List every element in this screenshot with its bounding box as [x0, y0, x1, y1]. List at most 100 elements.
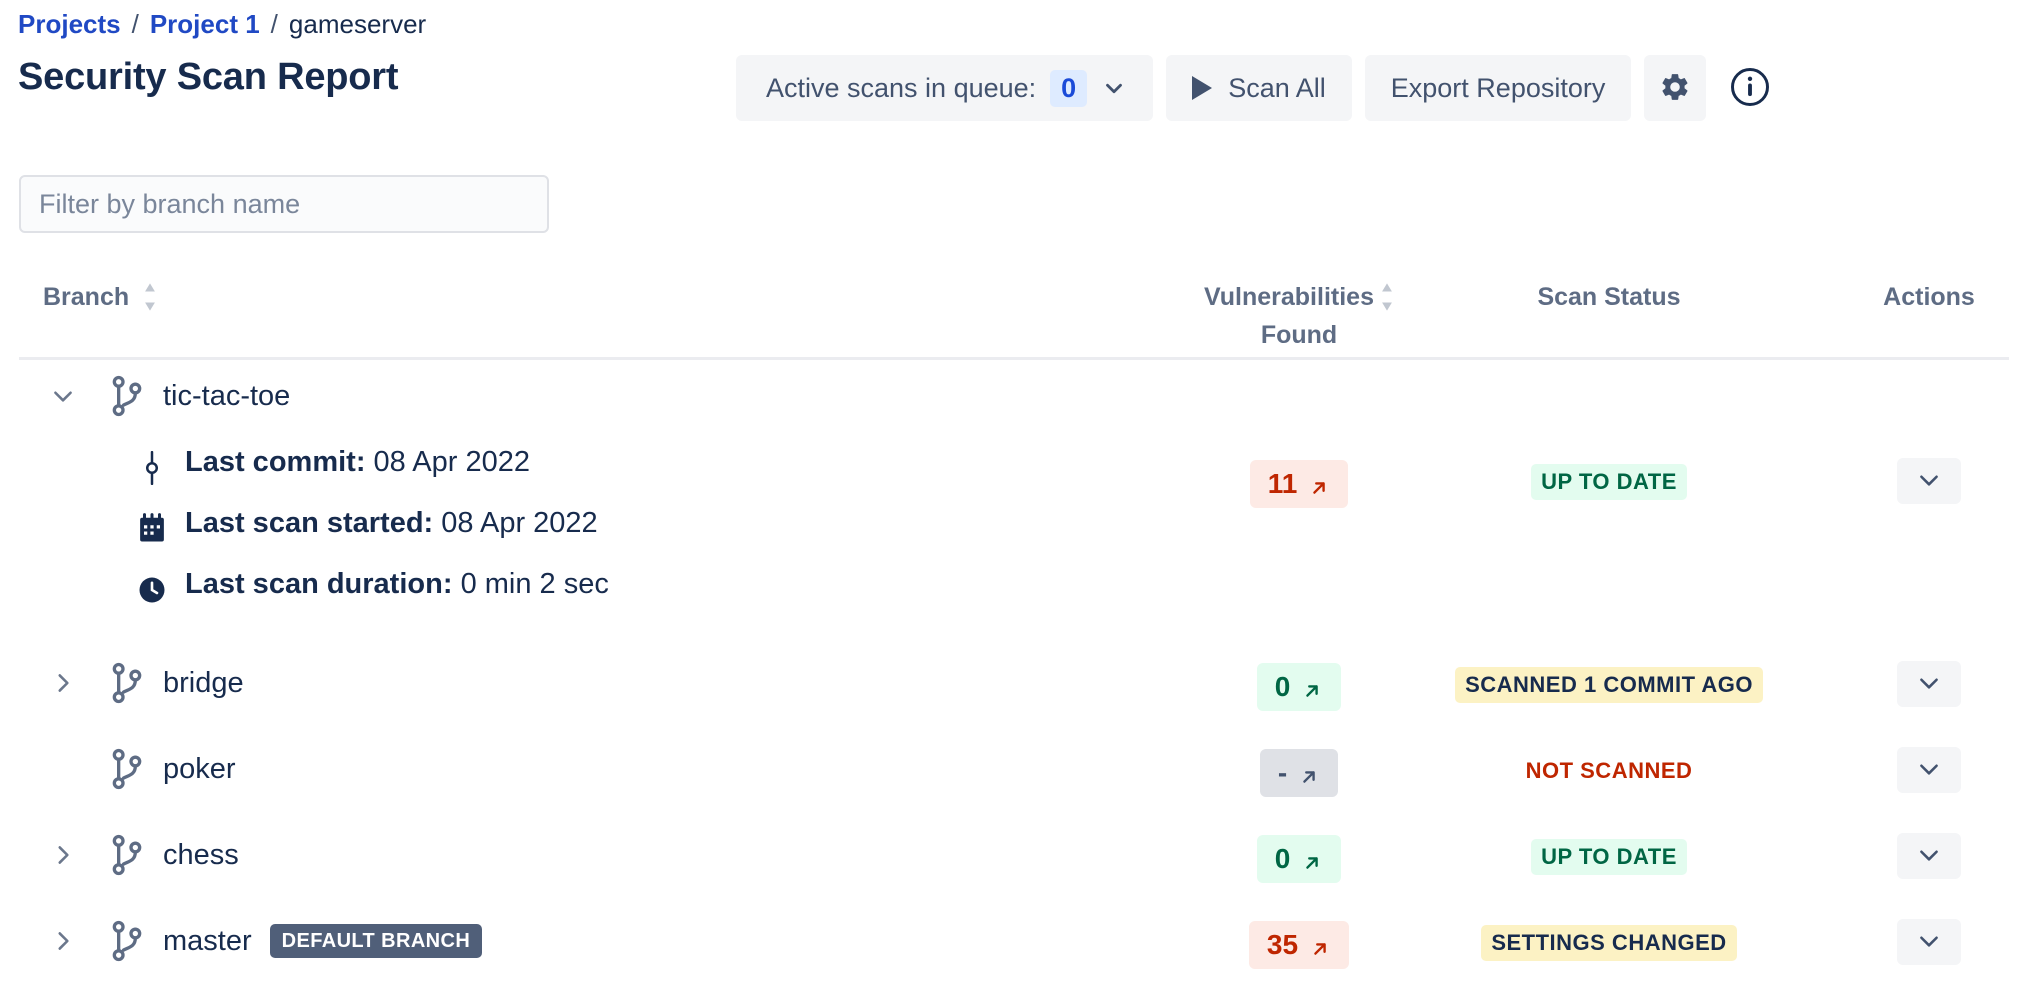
branch-name[interactable]: bridge: [163, 667, 244, 699]
info-button[interactable]: [1719, 55, 1781, 121]
scan-status-cell: SCANNED 1 COMMIT AGO: [1455, 667, 1763, 703]
branch-detail-label: Last commit:: [185, 446, 366, 478]
vulnerabilities-badge[interactable]: 11: [1249, 460, 1349, 508]
row-content: tic-tac-toe Last commit: 08 Apr 2022 Las…: [19, 360, 2009, 615]
active-scans-queue-button[interactable]: Active scans in queue: 0: [736, 55, 1154, 121]
chevron-down-icon: [1916, 670, 1942, 699]
arrow-up-right-icon: [1309, 934, 1331, 956]
branch-detail-line: Last scan duration: 0 min 2 sec: [137, 554, 2009, 615]
filter-branch-input[interactable]: [19, 175, 549, 233]
clock-icon: [137, 568, 167, 602]
table-row: master DEFAULT BRANCH 35 SETTINGS CHANGED: [19, 905, 2009, 991]
breadcrumb-separator: /: [131, 9, 139, 39]
table-row: chess 0 UP TO DATE: [19, 819, 2009, 905]
vulnerabilities-badge[interactable]: 35: [1248, 921, 1350, 969]
branch-name[interactable]: poker: [163, 753, 236, 785]
vulnerabilities-count: 0: [1274, 843, 1291, 874]
branch-detail-label: Last scan duration:: [185, 568, 453, 600]
branch-cell: poker: [19, 747, 236, 791]
gear-icon: [1659, 71, 1691, 106]
toolbar: Active scans in queue: 0 Scan All Export…: [736, 55, 1781, 121]
chevron-down-icon: [1916, 467, 1942, 496]
chevron-down-icon: [1916, 842, 1942, 871]
arrow-up-right-icon: [1298, 762, 1320, 784]
arrow-up-right-icon: [1301, 848, 1323, 870]
status-badge: SETTINGS CHANGED: [1481, 925, 1737, 961]
branch-cell: tic-tac-toe: [19, 374, 290, 418]
actions-cell: [1849, 919, 2009, 965]
branch-detail-line: Last scan started: 08 Apr 2022: [137, 493, 2009, 554]
actions-cell: [1849, 833, 2009, 879]
branch-detail-line: Last commit: 08 Apr 2022: [137, 432, 2009, 493]
branch-name[interactable]: chess: [163, 839, 239, 871]
scan-all-button[interactable]: Scan All: [1166, 55, 1352, 121]
actions-cell: [1849, 458, 2009, 504]
chevron-down-icon: [1916, 928, 1942, 957]
vulnerabilities-cell: 11: [1199, 460, 1399, 508]
export-repository-button[interactable]: Export Repository: [1364, 55, 1632, 121]
actions-cell: [1849, 661, 2009, 707]
branch-detail-text: Last scan duration: 0 min 2 sec: [185, 554, 609, 615]
row-actions-menu-button[interactable]: [1897, 661, 1961, 707]
breadcrumb-separator: /: [270, 9, 278, 39]
active-scans-label: Active scans in queue:: [766, 72, 1037, 103]
column-header-vulnerabilities-label2: Found: [1260, 321, 1338, 349]
scan-status-cell: NOT SCANNED: [1459, 753, 1759, 789]
column-header-vulnerabilities-label: Vulnerabilities: [1204, 283, 1374, 311]
breadcrumb-item-project-1[interactable]: Project 1: [149, 9, 260, 39]
branch-details: Last commit: 08 Apr 2022 Last scan start…: [137, 374, 2009, 615]
table-row: poker - NOT SCANNED: [19, 733, 2009, 819]
branch-name[interactable]: tic-tac-toe: [163, 380, 291, 412]
scan-all-label: Scan All: [1228, 72, 1326, 103]
breadcrumb-item-projects[interactable]: Projects: [18, 9, 121, 39]
column-header-branch-label: Branch: [43, 283, 130, 311]
play-icon: [1192, 76, 1213, 100]
column-header-branch[interactable]: Branch: [43, 278, 157, 316]
branch-name[interactable]: master: [163, 925, 252, 957]
table-body: tic-tac-toe Last commit: 08 Apr 2022 Las…: [0, 360, 2028, 991]
table-row: tic-tac-toe Last commit: 08 Apr 2022 Las…: [19, 360, 2009, 647]
row-actions-menu-button[interactable]: [1897, 919, 1961, 965]
git-branch-icon: [107, 661, 147, 705]
expand-row-toggle[interactable]: [41, 833, 85, 877]
info-circle-icon: [1729, 66, 1771, 111]
commit-icon: [137, 446, 167, 485]
vulnerabilities-badge[interactable]: 0: [1256, 663, 1342, 711]
branch-detail-value: 0 min 2 sec: [460, 568, 609, 600]
vulnerabilities-badge[interactable]: 0: [1256, 835, 1342, 883]
branch-cell: chess: [19, 833, 239, 877]
branch-detail-value: 08 Apr 2022: [441, 507, 598, 539]
breadcrumb-item-gameserver: gameserver: [288, 9, 427, 39]
arrow-up-right-icon: [1308, 473, 1330, 495]
sort-arrows-icon: [143, 282, 157, 312]
vulnerabilities-count: 35: [1266, 929, 1299, 960]
git-branch-icon: [107, 374, 147, 418]
row-actions-menu-button[interactable]: [1897, 833, 1961, 879]
vulnerabilities-cell: -: [1199, 749, 1399, 797]
sort-arrows-icon: [1380, 282, 1394, 312]
scan-status-cell: UP TO DATE: [1459, 464, 1759, 500]
status-badge: NOT SCANNED: [1525, 758, 1693, 783]
column-header-actions: Actions: [1849, 278, 2009, 316]
git-branch-icon: [107, 747, 147, 791]
status-badge: UP TO DATE: [1531, 464, 1687, 500]
vulnerabilities-badge[interactable]: -: [1259, 749, 1339, 797]
status-badge: UP TO DATE: [1531, 839, 1687, 875]
row-actions-menu-button[interactable]: [1897, 747, 1961, 793]
expand-row-toggle[interactable]: [41, 919, 85, 963]
branch-cell: master DEFAULT BRANCH: [19, 919, 483, 963]
column-header-scan-status-label: Scan Status: [1537, 283, 1681, 311]
chevron-down-icon: [1916, 756, 1942, 785]
vulnerabilities-count: 11: [1267, 468, 1298, 499]
calendar-icon: [137, 507, 167, 541]
status-badge: SCANNED 1 COMMIT AGO: [1455, 667, 1763, 703]
settings-button[interactable]: [1644, 55, 1707, 121]
collapse-row-toggle[interactable]: [41, 374, 85, 418]
expand-row-toggle[interactable]: [41, 661, 85, 705]
vulnerabilities-cell: 35: [1199, 921, 1399, 969]
column-header-actions-label: Actions: [1883, 283, 1975, 311]
row-actions-menu-button[interactable]: [1897, 458, 1961, 504]
column-header-vulnerabilities[interactable]: Vulnerabilities Found: [1199, 278, 1399, 354]
branch-detail-text: Last scan started: 08 Apr 2022: [185, 493, 598, 554]
